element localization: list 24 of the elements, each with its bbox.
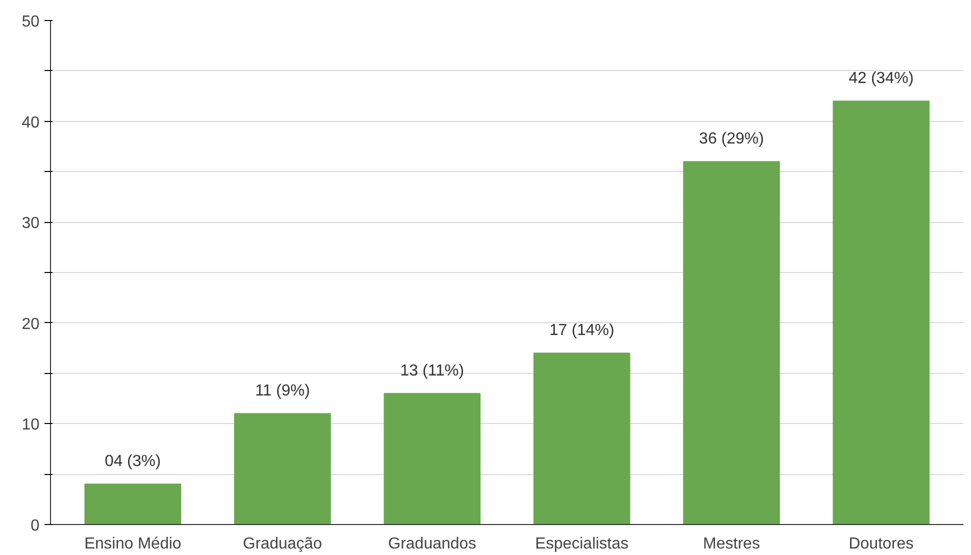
y-tick-label: 10 xyxy=(22,416,40,434)
x-tick-label: Graduação xyxy=(242,536,322,552)
bar xyxy=(384,392,481,524)
bar xyxy=(683,161,780,524)
data-label: 13 (11%) xyxy=(400,362,464,380)
y-tick-label: 40 xyxy=(22,114,40,132)
data-label: 36 (29%) xyxy=(699,130,764,148)
y-tick-label: 0 xyxy=(30,518,40,534)
x-tick-label: Doutores xyxy=(848,536,914,552)
bar xyxy=(533,352,630,524)
data-label: 42 (34%) xyxy=(848,70,914,88)
x-tick-label: Ensino Médio xyxy=(84,536,182,552)
y-tick-label: 30 xyxy=(22,215,40,232)
x-tick-label: Mestres xyxy=(703,536,760,552)
y-tick-label: 20 xyxy=(22,316,40,333)
data-label: 04 (3%) xyxy=(104,453,161,470)
bar xyxy=(832,100,930,524)
x-tick-label: Especialistas xyxy=(535,536,629,552)
bar xyxy=(84,484,182,524)
data-label: 17 (14%) xyxy=(549,322,614,340)
x-tick-label: Graduandos xyxy=(388,536,476,552)
y-tick-label: 50 xyxy=(22,14,40,30)
data-label: 11 (9%) xyxy=(255,382,310,400)
bar xyxy=(234,413,331,524)
